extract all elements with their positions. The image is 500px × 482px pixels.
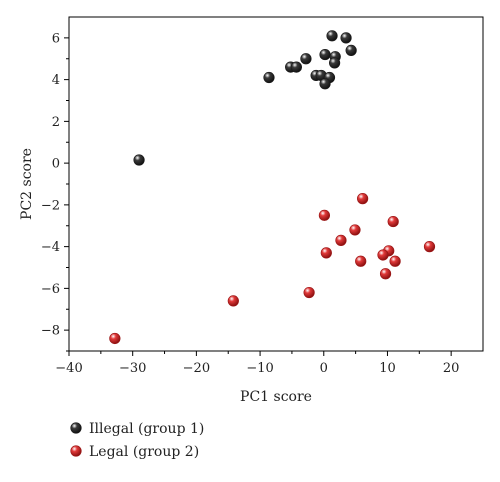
data-point-illegal — [133, 154, 145, 166]
y-tick-label: −4 — [41, 240, 60, 255]
x-tick-label: 20 — [443, 361, 460, 376]
data-point-legal — [357, 193, 369, 205]
y-tick-label: 0 — [52, 157, 60, 172]
data-point-legal — [355, 255, 367, 267]
x-tick-label: −30 — [119, 361, 146, 376]
y-tick-label: −8 — [41, 324, 60, 339]
data-point-legal — [377, 249, 389, 261]
data-point-legal — [109, 332, 121, 345]
x-axis-title: PC1 score — [240, 389, 312, 405]
data-point-legal — [349, 224, 361, 236]
legend-label: Illegal (group 1) — [89, 421, 204, 437]
y-tick-label: 4 — [52, 73, 60, 88]
data-point-illegal — [290, 61, 302, 73]
data-point-legal — [318, 209, 331, 221]
data-point-illegal — [319, 78, 331, 90]
plot-frame — [68, 16, 484, 352]
data-point-illegal — [300, 53, 312, 65]
x-tick-label: −20 — [183, 361, 210, 376]
x-tick-label: 0 — [320, 361, 328, 376]
y-tick-label: 6 — [52, 31, 60, 46]
data-point-illegal — [328, 57, 341, 69]
data-point-legal — [389, 255, 401, 267]
y-tick-label: −2 — [41, 198, 60, 213]
legend: Illegal (group 1) Legal (group 2) — [70, 421, 204, 460]
data-point-illegal — [319, 48, 331, 61]
data-point-illegal — [340, 32, 352, 44]
legend-marker — [70, 445, 82, 457]
data-point-legal — [335, 234, 347, 246]
data-point-illegal — [326, 30, 338, 42]
data-point-legal — [423, 241, 436, 253]
data-point-legal — [227, 295, 239, 307]
legend-marker — [70, 422, 82, 434]
y-tick-label: 2 — [52, 115, 60, 130]
data-point-legal — [320, 247, 332, 259]
data-point-legal — [379, 268, 392, 280]
data-point-legal — [303, 286, 315, 299]
y-tick-label: −6 — [41, 282, 60, 297]
x-tick-label: −10 — [246, 361, 273, 376]
legend-label: Legal (group 2) — [89, 444, 199, 460]
data-points — [109, 30, 436, 345]
y-axis-title: PC2 score — [19, 148, 35, 220]
data-point-legal — [387, 215, 399, 228]
data-point-illegal — [263, 71, 275, 84]
data-point-illegal — [345, 44, 357, 57]
x-tick-label: −40 — [55, 361, 82, 376]
x-tick-label: 10 — [379, 361, 396, 376]
